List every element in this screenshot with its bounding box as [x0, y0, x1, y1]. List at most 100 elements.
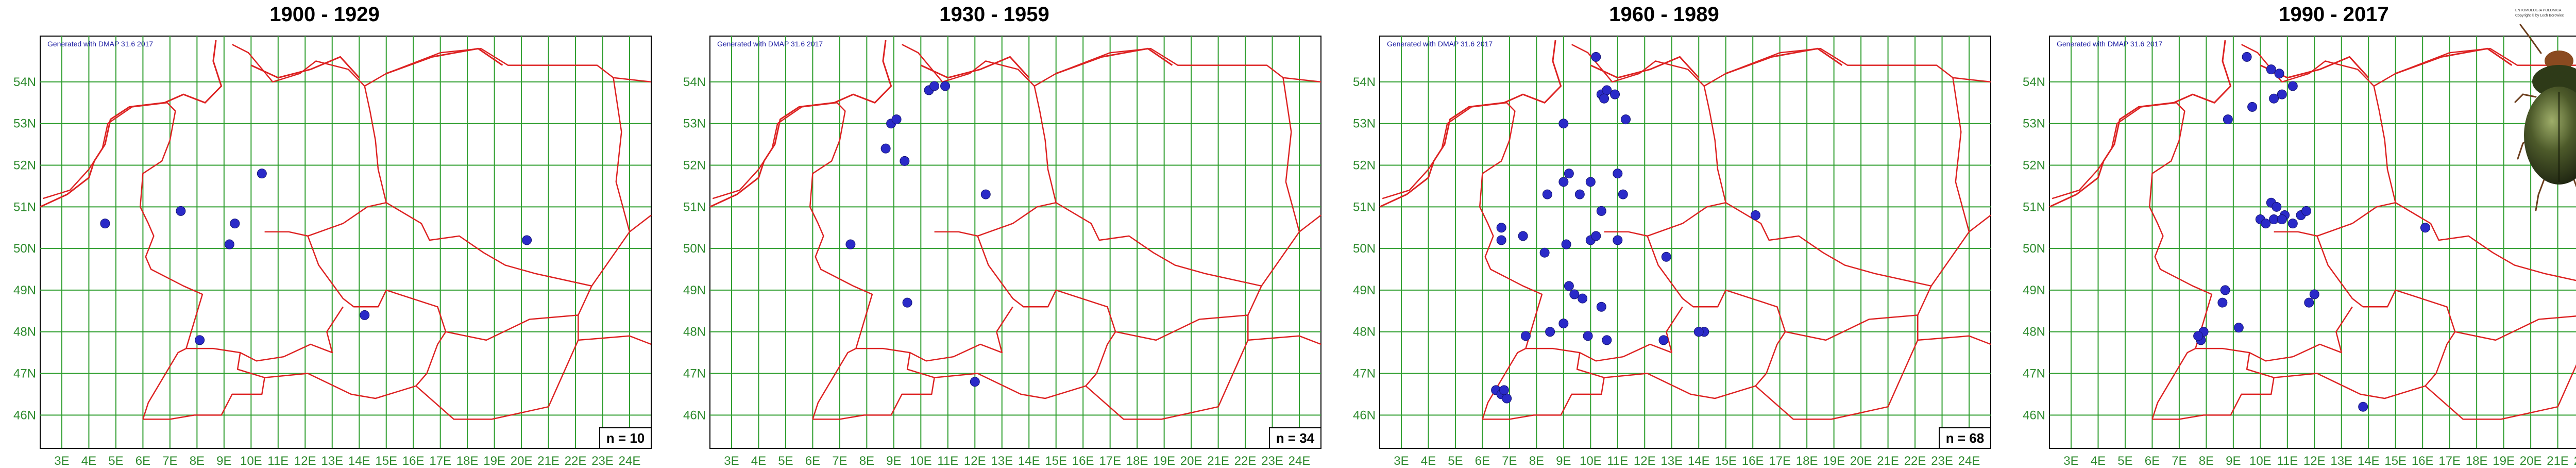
x-tick-label: 8E	[2199, 454, 2214, 468]
x-tick-label: 11E	[937, 454, 958, 468]
country-borders	[2049, 40, 2576, 420]
x-tick-label: 10E	[910, 454, 932, 468]
record-dot	[1496, 235, 1506, 245]
x-tick-label: 7E	[1502, 454, 1517, 468]
x-tick-label: 3E	[54, 454, 69, 468]
record-dot	[1693, 327, 1704, 337]
y-tick-label: 52N	[683, 159, 706, 173]
record-dot	[2266, 64, 2276, 75]
y-tick-label: 48N	[1353, 325, 1376, 339]
record-dot	[2358, 402, 2368, 412]
map-canvas: Generated with DMAP 31.6 2017 3E 4E 5E 6E 7E 8…	[13, 36, 652, 468]
x-tick-label: 18E	[1796, 454, 1818, 468]
record-dot	[1599, 93, 1609, 104]
x-tick-label: 9E	[886, 454, 901, 468]
panel-title: 1930 - 1959	[939, 3, 1049, 26]
record-dot	[1610, 89, 1620, 99]
panel-title: 1990 - 2017	[2279, 3, 2389, 26]
coastline	[709, 40, 892, 208]
record-dot	[1658, 335, 1669, 345]
y-tick-label: 49N	[13, 283, 36, 297]
generator-note: Generated with DMAP 31.6 2017	[717, 40, 823, 48]
border-line	[264, 231, 308, 237]
record-dot	[2420, 223, 2430, 233]
record-dot	[2309, 289, 2319, 299]
record-dot	[360, 310, 370, 320]
y-tick-label: 54N	[13, 75, 36, 89]
x-tick-label: 10E	[2249, 454, 2272, 468]
x-tick-label: 12E	[294, 454, 316, 468]
x-tick-label: 15E	[375, 454, 397, 468]
x-tick-label: 15E	[1045, 454, 1067, 468]
border-line	[186, 306, 344, 362]
photo-caption-line1: ENTOMOLOGIA POLONICA	[2515, 9, 2562, 12]
record-dot	[1621, 114, 1631, 125]
border-line	[1647, 202, 1726, 237]
y-tick-label: 46N	[1353, 408, 1376, 422]
border-line	[856, 306, 1013, 362]
y-tick-label: 47N	[13, 367, 36, 381]
map-frame	[1379, 36, 1991, 449]
map-panel-2: 1930 - 1959 Generated with DMAP 31.6 2017…	[670, 0, 1340, 468]
record-dot	[1518, 231, 1528, 241]
y-tick-label: 51N	[683, 200, 706, 214]
y-tick-label: 46N	[2023, 408, 2045, 422]
border-line	[236, 236, 447, 399]
record-dot	[1602, 335, 1612, 345]
record-dot	[2287, 219, 2298, 229]
record-dot	[1591, 231, 1601, 241]
x-tick-label: 12E	[1634, 454, 1656, 468]
x-tick-label: 18E	[1126, 454, 1148, 468]
border-line	[2195, 306, 2353, 362]
y-tick-label: 46N	[683, 408, 706, 422]
record-dot	[2220, 285, 2230, 295]
border-line	[2454, 315, 2576, 341]
record-dot	[1564, 281, 1574, 291]
y-tick-label: 52N	[2023, 159, 2045, 173]
country-borders	[40, 40, 652, 420]
y-tick-label: 51N	[13, 200, 36, 214]
border-line	[1755, 315, 1919, 420]
y-tick-label: 51N	[1353, 200, 1376, 214]
border-line	[2317, 202, 2396, 237]
x-tick-label: 17E	[1769, 454, 1791, 468]
border-line	[1918, 335, 1991, 345]
x-tick-label: 21E	[1877, 454, 1899, 468]
x-tick-label: 24E	[1958, 454, 1980, 468]
record-dot	[1750, 210, 1760, 220]
record-dot	[2193, 331, 2204, 341]
x-tick-label: 5E	[1448, 454, 1463, 468]
record-dot	[195, 335, 205, 345]
x-tick-label: 10E	[240, 454, 262, 468]
record-dot	[1564, 169, 1574, 179]
coastline	[2049, 40, 2232, 208]
record-dot	[970, 377, 980, 387]
record-dot	[1613, 169, 1623, 179]
x-tick-label: 13E	[1660, 454, 1683, 468]
x-tick-label: 8E	[190, 454, 205, 468]
x-tick-label: 14E	[1688, 454, 1710, 468]
x-tick-label: 12E	[964, 454, 986, 468]
record-dot	[2277, 89, 2287, 99]
map-frame	[40, 36, 652, 449]
x-tick-label: 14E	[2358, 454, 2380, 468]
generator-note: Generated with DMAP 31.6 2017	[1387, 40, 1493, 48]
border-line	[445, 286, 592, 341]
generator-note: Generated with DMAP 31.6 2017	[2057, 40, 2162, 48]
record-dot	[1596, 206, 1606, 216]
coastline	[1056, 47, 1173, 75]
x-tick-label: 7E	[162, 454, 177, 468]
x-tick-label: 3E	[724, 454, 739, 468]
map-canvas: Generated with DMAP 31.6 2017 3E 4E 5E 6E 7E 8…	[1353, 36, 1991, 468]
panel-title: 1960 - 1989	[1609, 3, 1719, 26]
record-dot	[1502, 393, 1512, 404]
x-tick-label: 20E	[1850, 454, 1872, 468]
x-tick-label: 13E	[991, 454, 1013, 468]
x-tick-label: 4E	[81, 454, 96, 468]
x-tick-label: 12E	[2303, 454, 2326, 468]
y-tick-label: 49N	[1353, 283, 1376, 297]
border-line	[308, 202, 386, 237]
record-dot	[2233, 323, 2244, 333]
y-tick-label: 48N	[13, 325, 36, 339]
border-line	[415, 315, 579, 420]
